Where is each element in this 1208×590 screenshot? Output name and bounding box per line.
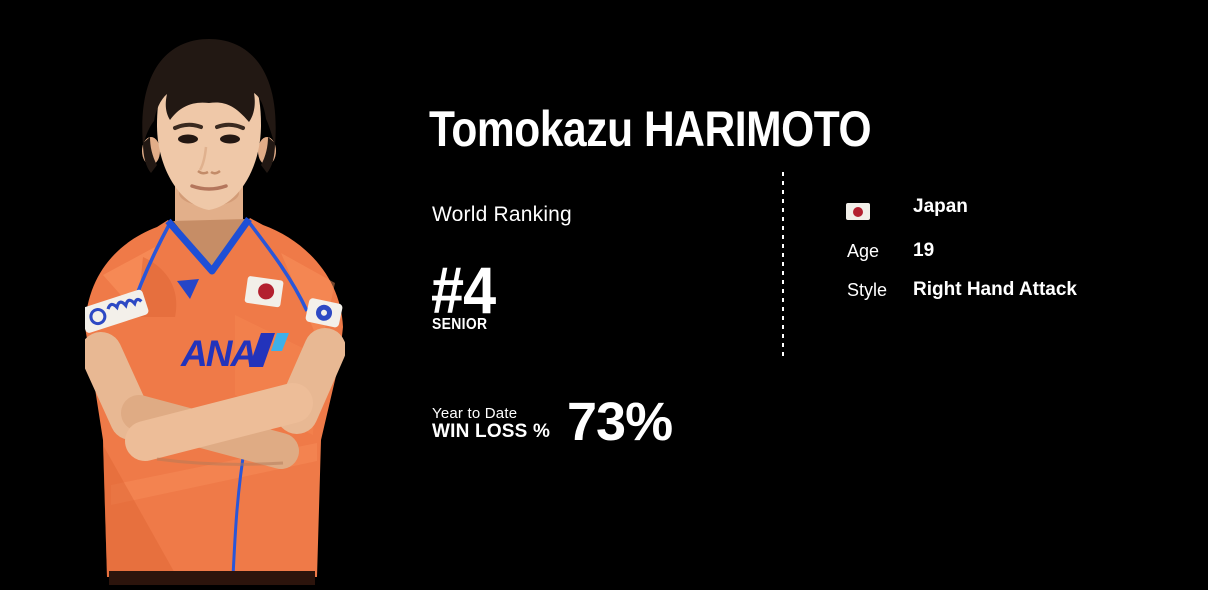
japan-flag-patch-icon xyxy=(244,276,284,308)
style-value: Right Hand Attack xyxy=(913,279,1077,300)
jersey-collar xyxy=(165,216,252,275)
jersey-sponsor-text: ANA xyxy=(180,333,255,374)
winloss-period-label: Year to Date xyxy=(432,405,518,422)
crossed-arms xyxy=(80,328,346,469)
face xyxy=(142,39,276,210)
sleeve-patch-left-icon xyxy=(79,289,149,333)
world-ranking-label: World Ranking xyxy=(432,203,572,226)
player-photo-illustration: ANA xyxy=(79,39,346,585)
style-label: Style xyxy=(847,280,888,300)
age-label: Age xyxy=(847,241,880,261)
jersey xyxy=(85,216,343,578)
winloss-value: 73% xyxy=(567,392,673,452)
winloss-metric-label: WIN LOSS % xyxy=(432,421,551,442)
sponsor-logo-icon xyxy=(249,333,275,367)
flag-red-circle xyxy=(853,206,863,217)
ranking-category: SENIOR xyxy=(432,316,488,333)
brand-triangle-icon xyxy=(177,279,199,299)
player-photo: ANA xyxy=(79,15,346,585)
country-value: Japan xyxy=(913,196,968,217)
age-value: 19 xyxy=(913,240,935,261)
world-ranking-value: #4 xyxy=(431,253,496,327)
sleeve-patch-right-icon xyxy=(305,298,343,328)
dashed-divider xyxy=(782,172,784,361)
player-name: Tomokazu HARIMOTO xyxy=(429,101,872,157)
hair xyxy=(142,39,276,145)
japan-flag-icon xyxy=(846,203,870,220)
